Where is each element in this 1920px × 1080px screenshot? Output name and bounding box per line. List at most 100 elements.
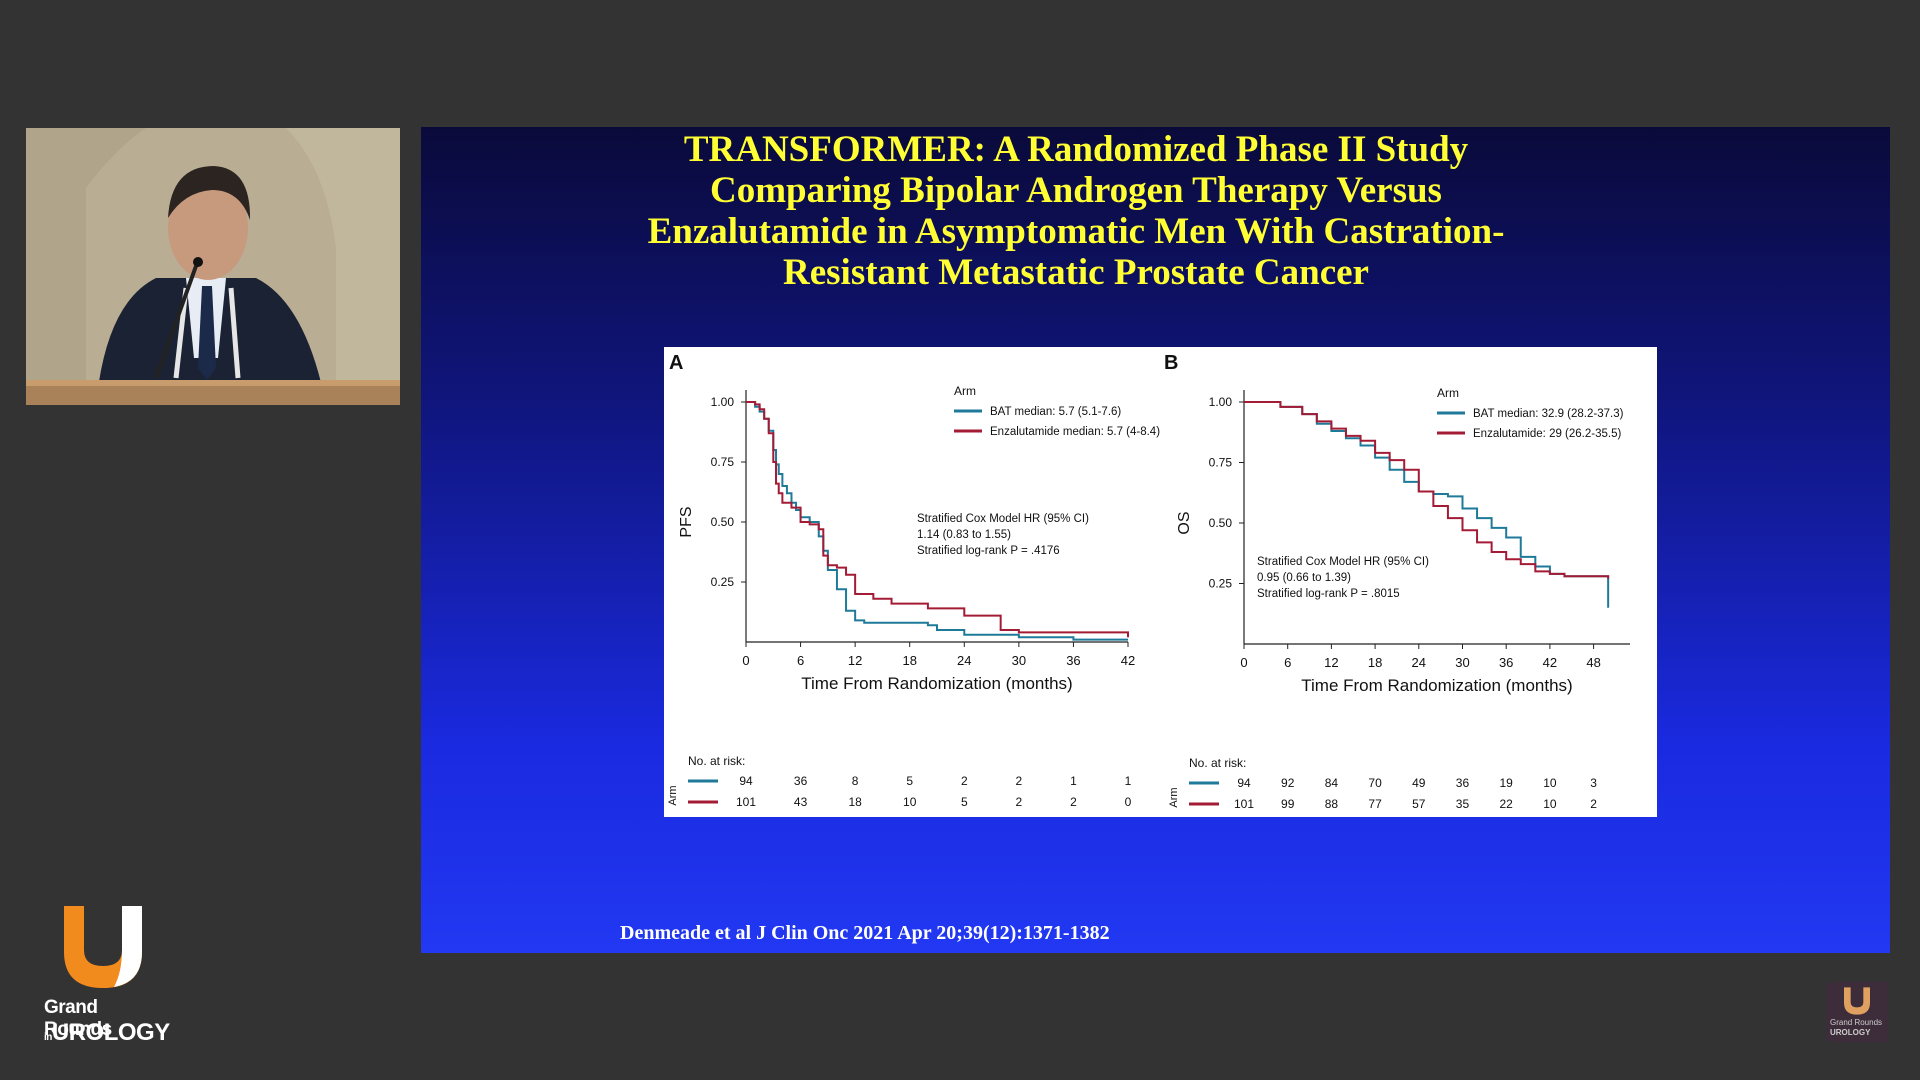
y-tick-label: 0.75: [711, 455, 735, 469]
risk-cell: 0: [1125, 795, 1132, 809]
risk-cell: 2: [1590, 797, 1597, 811]
risk-cell: 3: [1590, 776, 1597, 790]
x-tick-label: 30: [1455, 655, 1469, 670]
slide-title-line: TRANSFORMER: A Randomized Phase II Study: [683, 129, 1469, 170]
risk-cell: 49: [1412, 776, 1426, 790]
series-line: [746, 401, 1129, 638]
risk-table-header: No. at risk:: [688, 754, 745, 768]
speaker-video: [26, 128, 400, 405]
risk-cell: 57: [1412, 797, 1426, 811]
x-tick-label: 6: [1284, 655, 1291, 670]
legend-entry: BAT median: 32.9 (28.2-37.3): [1473, 408, 1624, 420]
x-tick-label: 0: [742, 653, 749, 668]
x-tick-label: 30: [1012, 653, 1026, 668]
slide-title-line: Resistant Metastatic Prostate Cancer: [783, 252, 1369, 293]
y-tick-label: 1.00: [1209, 395, 1233, 409]
y-tick-label: 0.25: [1209, 577, 1233, 591]
risk-cell: 10: [1543, 776, 1557, 790]
risk-cell: 36: [794, 774, 808, 788]
risk-cell: 2: [1070, 795, 1077, 809]
risk-cell: 2: [1016, 774, 1023, 788]
risk-cell: 1: [1125, 774, 1132, 788]
risk-cell: 35: [1456, 797, 1470, 811]
x-tick-label: 48: [1586, 655, 1600, 670]
legend-title: Arm: [1437, 386, 1459, 400]
x-tick-label: 24: [957, 653, 971, 668]
slide-title-line: Enzalutamide in Asymptomatic Men With Ca…: [647, 211, 1505, 252]
y-tick-label: 0.50: [711, 515, 735, 529]
x-tick-label: 42: [1543, 655, 1557, 670]
grand-rounds-logo: Grand Rounds inUROLOGY: [36, 902, 170, 1052]
stat-annotation: Stratified Cox Model HR (95% CI): [1257, 556, 1429, 568]
logo-text-line2: inUROLOGY: [44, 1019, 170, 1047]
logo-text-main: UROLOGY: [51, 1019, 170, 1046]
slide-title: TRANSFORMER: A Randomized Phase II Study…: [601, 129, 1551, 293]
x-tick-label: 18: [1368, 655, 1382, 670]
risk-cell: 2: [961, 774, 968, 788]
x-tick-label: 36: [1066, 653, 1080, 668]
stat-annotation: 0.95 (0.66 to 1.39): [1257, 572, 1351, 584]
risk-cell: 43: [794, 795, 808, 809]
x-tick-label: 12: [848, 653, 862, 668]
x-tick-label: 0: [1240, 655, 1247, 670]
risk-table-header: No. at risk:: [1189, 756, 1246, 770]
logo-text-prefix: in: [44, 1032, 52, 1043]
risk-cell: 84: [1325, 776, 1339, 790]
risk-cell: 77: [1368, 797, 1382, 811]
risk-cell: 1: [1070, 774, 1077, 788]
kaplan-meier-figure: A 0.25 0.50 0.75 1.00 0 6 12 18 24 30 36 42 Time From…: [664, 347, 1657, 817]
small-logo-text-line2: UROLOGY: [1830, 1028, 1871, 1037]
legend-entry: Enzalutamide median: 5.7 (4-8.4): [990, 426, 1160, 438]
citation: Denmeade et al J Clin Onc 2021 Apr 20;39…: [620, 922, 1110, 944]
panel-label: A: [669, 352, 683, 374]
presentation-slide: TRANSFORMER: A Randomized Phase II Study…: [421, 127, 1890, 953]
stat-annotation: Stratified log-rank P = .8015: [1257, 588, 1400, 600]
y-axis-label: PFS: [678, 506, 695, 537]
legend-title: Arm: [954, 384, 976, 398]
small-logo-text-line1: Grand Rounds: [1830, 1018, 1883, 1027]
y-tick-label: 0.25: [711, 575, 735, 589]
series-line: [1244, 401, 1610, 579]
risk-cell: 8: [852, 774, 859, 788]
legend-entry: Enzalutamide: 29 (26.2-35.5): [1473, 428, 1621, 440]
risk-cell: 101: [1234, 797, 1254, 811]
risk-cell: 92: [1281, 776, 1295, 790]
logo-text-line1: Grand Rounds: [44, 997, 112, 1040]
risk-cell: 94: [1237, 776, 1251, 790]
stat-annotation: Stratified log-rank P = .4176: [917, 545, 1060, 557]
x-tick-label: 42: [1121, 653, 1135, 668]
risk-cell: 2: [1016, 795, 1023, 809]
risk-cell: 36: [1456, 776, 1470, 790]
risk-cell: 19: [1500, 776, 1514, 790]
risk-table-arm-label: Arm: [1168, 787, 1180, 807]
legend-entry: BAT median: 5.7 (5.1-7.6): [990, 406, 1121, 418]
panel-label: B: [1164, 352, 1178, 374]
risk-cell: 99: [1281, 797, 1295, 811]
y-tick-label: 0.75: [1209, 456, 1233, 470]
risk-cell: 22: [1500, 797, 1514, 811]
x-tick-label: 12: [1324, 655, 1338, 670]
x-tick-label: 6: [797, 653, 804, 668]
speaker-image: [26, 128, 400, 405]
risk-cell: 10: [1543, 797, 1557, 811]
risk-cell: 18: [848, 795, 862, 809]
risk-cell: 88: [1325, 797, 1339, 811]
risk-cell: 70: [1368, 776, 1382, 790]
x-tick-label: 24: [1412, 655, 1426, 670]
risk-cell: 5: [906, 774, 913, 788]
y-axis-label: OS: [1176, 511, 1193, 534]
risk-cell: 101: [736, 795, 756, 809]
x-axis-label: Time From Randomization (months): [1301, 676, 1572, 695]
grand-rounds-small-logo: Grand Rounds UROLOGY: [1826, 982, 1888, 1042]
stat-annotation: Stratified Cox Model HR (95% CI): [917, 513, 1089, 525]
x-axis-label: Time From Randomization (months): [801, 674, 1072, 693]
u-logo-icon: [64, 906, 142, 988]
x-tick-label: 18: [902, 653, 916, 668]
y-tick-label: 1.00: [711, 395, 735, 409]
u-logo-small-icon: [1844, 987, 1870, 1015]
slide-title-line: Comparing Bipolar Androgen Therapy Versu…: [710, 170, 1442, 211]
risk-table-arm-label: Arm: [667, 785, 679, 805]
y-tick-label: 0.50: [1209, 516, 1233, 530]
x-tick-label: 36: [1499, 655, 1513, 670]
